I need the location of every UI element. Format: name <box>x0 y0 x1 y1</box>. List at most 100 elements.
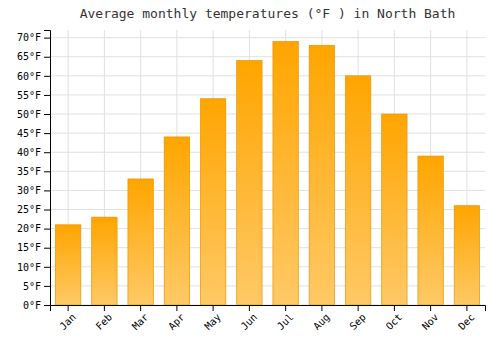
grid-line <box>50 56 485 57</box>
tick: 45°F <box>17 128 50 139</box>
tick-label: Dec <box>456 311 477 332</box>
tick: 70°F <box>17 32 50 43</box>
tick-label: Jul <box>275 311 296 332</box>
tick-label: 10°F <box>17 262 41 273</box>
tick-label: 50°F <box>17 109 41 120</box>
tick-label: 55°F <box>17 90 41 101</box>
bar <box>382 114 407 305</box>
tick-label: Feb <box>94 311 115 332</box>
tick-mark <box>44 133 50 134</box>
tick-label: Jun <box>239 311 260 332</box>
tick-mark <box>176 305 177 311</box>
tick: 65°F <box>17 51 50 62</box>
tick: May <box>202 305 223 332</box>
tick: 5°F <box>23 281 50 292</box>
chart: 0°F 5°F 10°F 15°F 20°F 25°F 30°F 35°F 40°F 45°F 50… <box>0 0 500 350</box>
tick-label: May <box>202 311 223 332</box>
tick-label: 0°F <box>23 300 41 311</box>
plot: 0°F 5°F 10°F 15°F 20°F 25°F 30°F 35°F 40°F 45°F 50… <box>17 30 486 332</box>
y-axis: 0°F 5°F 10°F 15°F 20°F 25°F 30°F 35°F 40°F 45°F 50… <box>17 31 51 311</box>
tick-label: 25°F <box>17 204 41 215</box>
tick-mark <box>44 305 50 306</box>
tick-mark <box>44 267 50 268</box>
tick-label: 5°F <box>23 281 41 292</box>
tick-label: Mar <box>130 311 151 332</box>
tick: Jul <box>275 305 296 332</box>
x-axis: Jan Feb Mar Apr May Jun Jul Aug Sep Oct Nov Dec <box>51 305 486 332</box>
grid-line <box>50 152 485 153</box>
tick-label: Nov <box>420 311 441 332</box>
tick-label: Sep <box>347 311 368 332</box>
tick: 20°F <box>17 223 50 234</box>
tick-mark <box>394 305 395 311</box>
tick-label: 45°F <box>17 128 41 139</box>
tick: 55°F <box>17 90 50 101</box>
tick: Feb <box>94 305 115 332</box>
tick: Nov <box>420 305 441 332</box>
tick-mark <box>466 305 467 311</box>
grid-line <box>50 133 485 134</box>
axis-line <box>44 31 51 306</box>
tick-mark <box>44 95 50 96</box>
tick-mark <box>321 305 322 311</box>
bar <box>128 179 153 305</box>
tick-label: 40°F <box>17 147 41 158</box>
tick: Oct <box>384 305 405 332</box>
title: Average monthly temperatures (°F ) in No… <box>80 6 456 21</box>
grid-line <box>50 75 485 76</box>
bar <box>164 137 189 305</box>
tick: 50°F <box>17 109 50 120</box>
bar <box>200 99 225 305</box>
tick: Apr <box>166 305 187 332</box>
tick-label: Aug <box>311 311 332 332</box>
tick-mark <box>44 76 50 77</box>
tick-label: Apr <box>166 311 187 332</box>
tick: 10°F <box>17 262 50 273</box>
tick-mark <box>249 305 250 311</box>
tick-label: 20°F <box>17 223 41 234</box>
bar <box>92 217 117 305</box>
grid <box>50 30 485 305</box>
bar <box>273 41 298 305</box>
tick: 40°F <box>17 147 50 158</box>
tick-mark <box>44 210 50 211</box>
tick: Mar <box>130 305 151 332</box>
tick-label: 65°F <box>17 51 41 62</box>
tick: Jan <box>57 305 78 332</box>
tick: 15°F <box>17 242 50 253</box>
tick-mark <box>104 305 105 311</box>
tick: 0°F <box>23 300 50 311</box>
bar <box>309 45 334 305</box>
tick: 35°F <box>17 166 50 177</box>
tick-mark <box>44 248 50 249</box>
tick: 30°F <box>17 185 50 196</box>
tick-label: 30°F <box>17 185 41 196</box>
tick-mark <box>285 305 286 311</box>
tick-mark <box>44 286 50 287</box>
bar <box>345 76 370 305</box>
axis-line <box>51 306 486 312</box>
tick-mark <box>358 305 359 311</box>
bar <box>454 206 479 305</box>
tick-mark <box>44 114 50 115</box>
tick-mark <box>430 305 431 311</box>
tick-label: Oct <box>384 311 405 332</box>
tick-label: 70°F <box>17 32 41 43</box>
bar <box>237 61 262 305</box>
tick-label: 35°F <box>17 166 41 177</box>
tick-mark <box>44 190 50 191</box>
bars <box>55 41 479 305</box>
tick: Jun <box>239 305 260 332</box>
grid-line <box>50 37 485 38</box>
grid-line <box>50 94 485 95</box>
tick-label: 60°F <box>17 71 41 82</box>
tick-mark <box>44 38 50 39</box>
grid-line <box>50 114 485 115</box>
tick: Aug <box>311 305 332 332</box>
tick-mark <box>213 305 214 311</box>
tick-label: Jan <box>57 311 78 332</box>
tick-mark <box>44 229 50 230</box>
tick-mark <box>68 305 69 311</box>
tick-mark <box>44 57 50 58</box>
tick-label: 15°F <box>17 242 41 253</box>
